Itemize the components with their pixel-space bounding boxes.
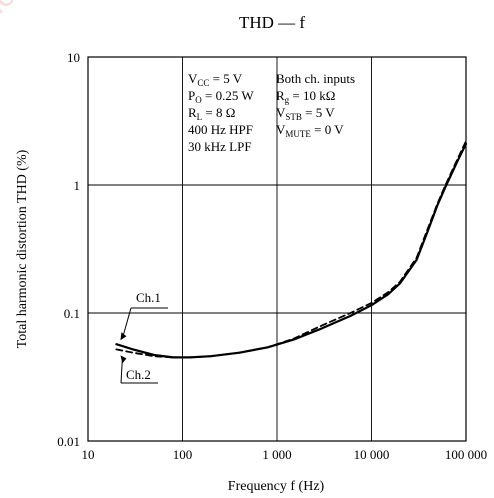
watermark: visit followwww.semi — [0, 0, 149, 94]
x-tick-label: 10 — [82, 447, 95, 462]
leader-arrow-ch2 — [120, 355, 126, 363]
series-label-ch1: Ch.1 — [136, 290, 161, 305]
y-tick-label: 10 — [67, 50, 80, 65]
series-labels: Ch.1 Ch.2 — [120, 290, 168, 383]
leader-line-ch1 — [122, 308, 131, 338]
condition-text: VMUTE = 0 V — [276, 122, 344, 139]
series-label-ch2: Ch.2 — [126, 367, 151, 382]
data-series — [116, 141, 466, 357]
condition-text: 30 kHz LPF — [188, 139, 252, 154]
y-tick-label: 0.01 — [57, 434, 80, 449]
x-tick-label: 10 000 — [354, 447, 390, 462]
chart-title: THD — f — [239, 13, 305, 32]
y-tick-label: 0.1 — [64, 306, 80, 321]
x-tick-labels: 10 100 1 000 10 000 100 000 — [82, 447, 488, 462]
condition-text: RL = 8 Ω — [188, 105, 235, 122]
series-line-ch2 — [116, 141, 466, 357]
condition-text: PO = 0.25 W — [188, 88, 254, 105]
y-axis-label: Total harmonic distortion THD (%) — [15, 149, 30, 348]
x-tick-label: 100 — [173, 447, 193, 462]
x-tick-label: 100 000 — [445, 447, 487, 462]
condition-text: VCC = 5 V — [188, 71, 243, 88]
x-tick-label: 1 000 — [262, 447, 291, 462]
y-tick-label: 1 — [74, 178, 81, 193]
y-tick-labels: 0.01 0.1 1 10 — [57, 50, 80, 449]
condition-text: Both ch. inputs — [276, 71, 355, 86]
condition-text: Rg = 10 kΩ — [276, 88, 335, 105]
x-axis-label: Frequency f (Hz) — [228, 479, 325, 494]
condition-text: VSTB = 5 V — [276, 105, 335, 122]
condition-text: 400 Hz HPF — [188, 122, 253, 137]
series-line-ch1 — [116, 144, 466, 358]
